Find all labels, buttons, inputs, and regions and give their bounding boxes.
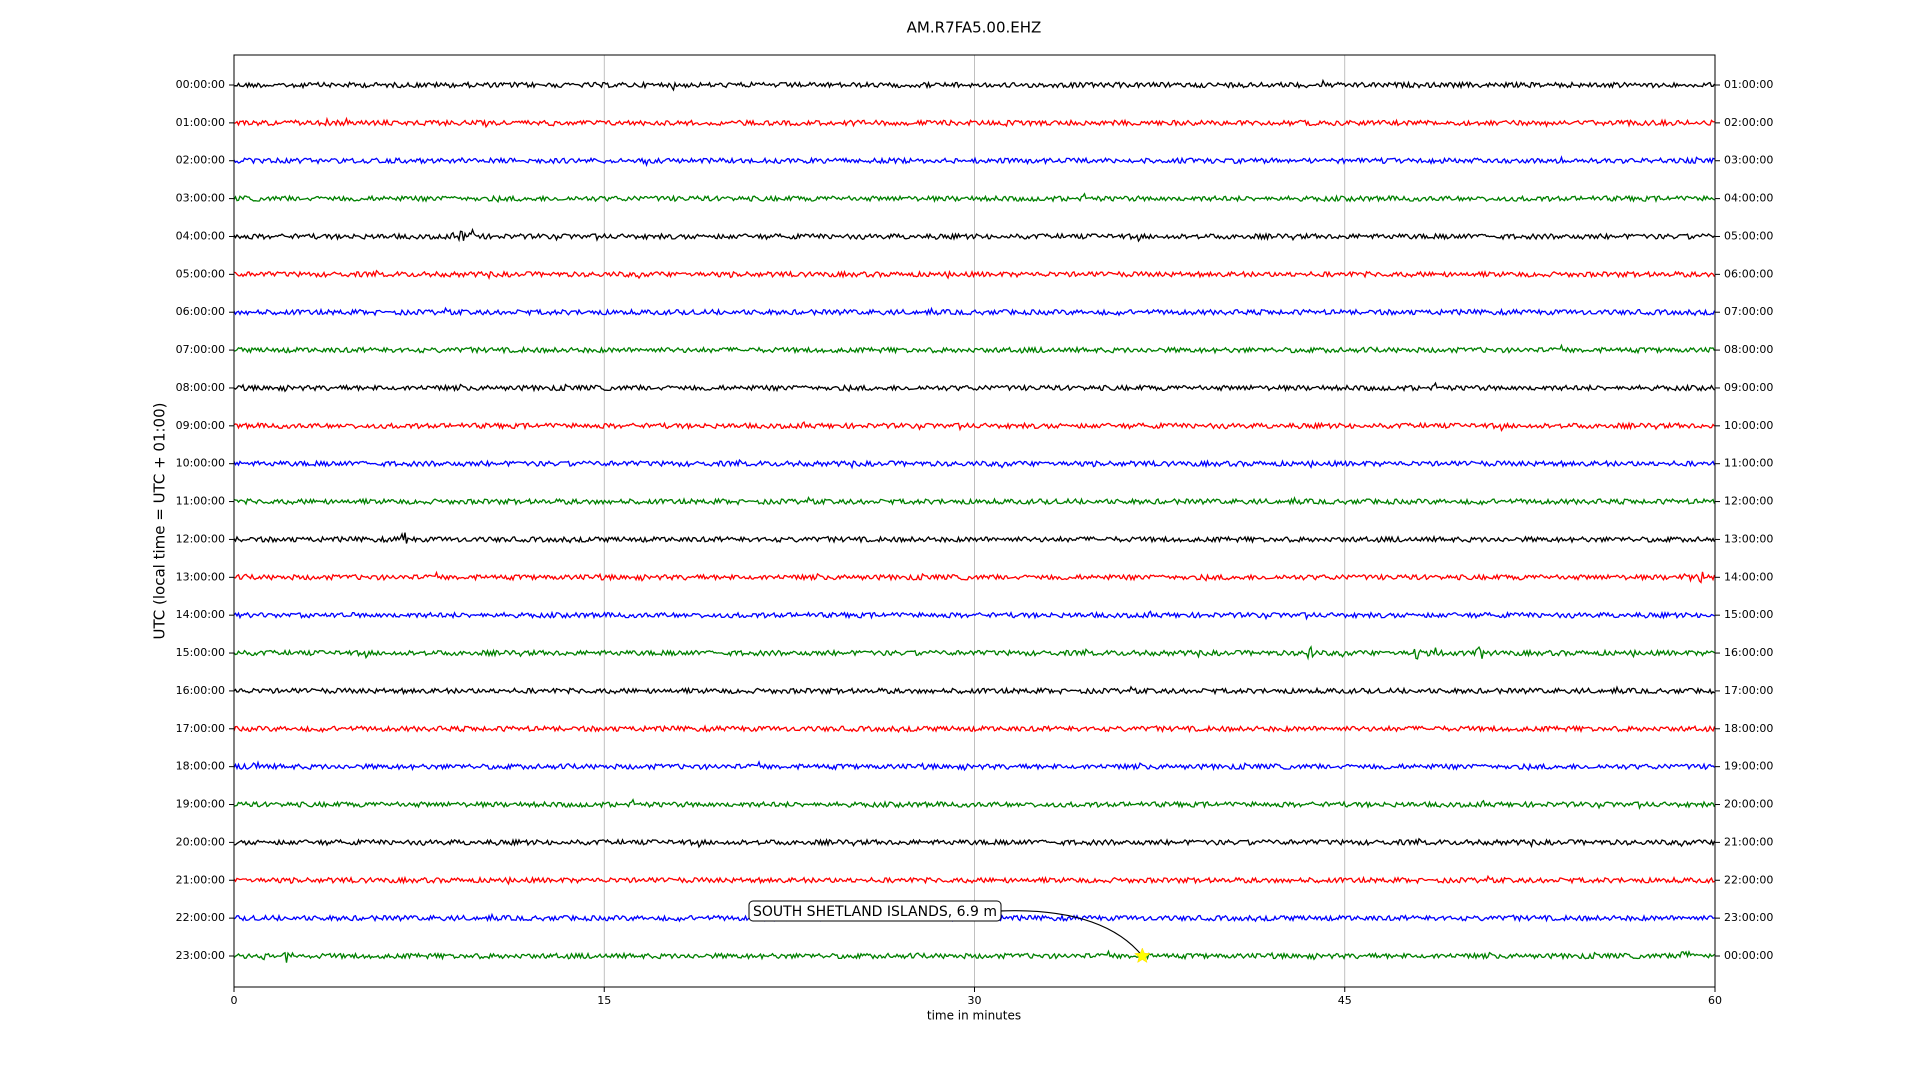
y-tick-label: 19:00:00: [176, 798, 225, 811]
x-tick-label: 15: [597, 994, 611, 1007]
trace: [233, 610, 1715, 621]
annotation-box: [748, 900, 1002, 922]
trace: [233, 685, 1715, 696]
trace: [233, 570, 1716, 584]
y2-tick-label: 07:00:00: [1724, 305, 1773, 318]
y-tick-label: 18:00:00: [176, 760, 225, 773]
trace: [233, 532, 1716, 544]
y2-tick-label: 21:00:00: [1724, 835, 1773, 848]
trace: [233, 155, 1715, 168]
x-tick-label: 60: [1708, 994, 1722, 1007]
plot-frame: [233, 54, 1716, 988]
y2-tick-label: 22:00:00: [1724, 873, 1773, 886]
trace: [233, 496, 1716, 506]
y-tick-label: 16:00:00: [176, 684, 225, 697]
y-tick-label: 07:00:00: [176, 343, 225, 356]
annotation-text: SOUTH SHETLAND ISLANDS, 6.9 m: [753, 904, 997, 920]
trace: [233, 645, 1715, 661]
y-tick-label: 00:00:00: [176, 78, 225, 91]
y2-tick-label: 11:00:00: [1724, 457, 1773, 470]
trace: [233, 343, 1716, 355]
trace: [233, 760, 1715, 772]
trace: [233, 837, 1716, 849]
y2-tick-label: 12:00:00: [1724, 495, 1773, 508]
y2-tick-label: 15:00:00: [1724, 608, 1773, 621]
y2-tick-label: 08:00:00: [1724, 343, 1773, 356]
y-tick-label: 13:00:00: [176, 570, 225, 583]
y-tick-label: 12:00:00: [176, 532, 225, 545]
trace: [233, 116, 1715, 129]
y-tick-label: 05:00:00: [176, 267, 225, 280]
x-tick-label: 0: [231, 994, 238, 1007]
y-axis-label: UTC (local time = UTC + 01:00): [151, 403, 169, 640]
chart-title: AM.R7FA5.00.EHZ: [907, 19, 1042, 37]
trace: [233, 420, 1715, 432]
y-tick-label: 22:00:00: [176, 911, 225, 924]
y2-tick-label: 10:00:00: [1724, 419, 1773, 432]
y2-tick-label: 19:00:00: [1724, 760, 1773, 773]
y2-tick-label: 02:00:00: [1724, 116, 1773, 129]
trace: [233, 949, 1715, 963]
y-tick-label: 04:00:00: [176, 229, 225, 242]
trace: [233, 724, 1716, 734]
trace: [233, 269, 1716, 281]
y2-tick-label: 09:00:00: [1724, 381, 1773, 394]
trace: [233, 78, 1716, 92]
y2-tick-label: 14:00:00: [1724, 570, 1773, 583]
x-axis-label: time in minutes: [927, 1009, 1021, 1023]
y2-tick-label: 17:00:00: [1724, 684, 1773, 697]
y-tick-label: 06:00:00: [176, 305, 225, 318]
y-tick-label: 17:00:00: [176, 722, 225, 735]
y-tick-label: 15:00:00: [176, 646, 225, 659]
y2-tick-label: 06:00:00: [1724, 267, 1773, 280]
y-tick-label: 10:00:00: [176, 457, 225, 470]
y2-tick-label: 05:00:00: [1724, 229, 1773, 242]
trace: [233, 874, 1715, 886]
y-tick-label: 23:00:00: [176, 949, 225, 962]
y-tick-label: 11:00:00: [176, 495, 225, 508]
trace: [233, 381, 1715, 393]
y2-tick-label: 03:00:00: [1724, 154, 1773, 167]
y2-tick-label: 18:00:00: [1724, 722, 1773, 735]
y2-tick-label: 04:00:00: [1724, 192, 1773, 205]
y-tick-label: 09:00:00: [176, 419, 225, 432]
y-tick-label: 08:00:00: [176, 381, 225, 394]
y2-tick-label: 23:00:00: [1724, 911, 1773, 924]
y2-tick-label: 00:00:00: [1724, 949, 1773, 962]
y-tick-label: 02:00:00: [176, 154, 225, 167]
annotation-arrow: [998, 910, 1143, 957]
y2-tick-label: 01:00:00: [1724, 78, 1773, 91]
trace: [233, 458, 1716, 470]
trace: [233, 192, 1715, 204]
y2-tick-label: 13:00:00: [1724, 532, 1773, 545]
y-tick-label: 01:00:00: [176, 116, 225, 129]
y2-tick-label: 16:00:00: [1724, 646, 1773, 659]
trace: [233, 798, 1716, 811]
y2-tick-label: 20:00:00: [1724, 798, 1773, 811]
y-tick-label: 20:00:00: [176, 835, 225, 848]
y-tick-label: 14:00:00: [176, 608, 225, 621]
x-tick-label: 30: [968, 994, 982, 1007]
y-tick-label: 03:00:00: [176, 192, 225, 205]
traces: [233, 78, 1716, 963]
event-marker: [1134, 947, 1151, 964]
trace: [233, 306, 1716, 317]
trace: [233, 227, 1715, 243]
x-tick-label: 45: [1338, 994, 1352, 1007]
y-tick-label: 21:00:00: [176, 873, 225, 886]
